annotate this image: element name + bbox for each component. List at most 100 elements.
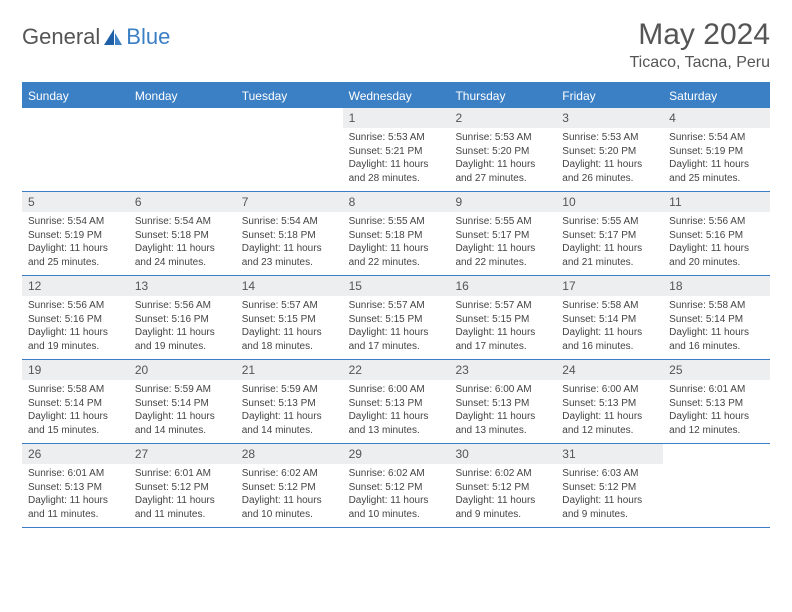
day-number: 9 <box>449 192 556 212</box>
day-number: 14 <box>236 276 343 296</box>
day-cell: 20Sunrise: 5:59 AMSunset: 5:14 PMDayligh… <box>129 360 236 443</box>
day-body: Sunrise: 5:54 AMSunset: 5:19 PMDaylight:… <box>22 212 129 275</box>
day-cell: 28Sunrise: 6:02 AMSunset: 5:12 PMDayligh… <box>236 444 343 527</box>
day-cell: 30Sunrise: 6:02 AMSunset: 5:12 PMDayligh… <box>449 444 556 527</box>
day-cell: 25Sunrise: 6:01 AMSunset: 5:13 PMDayligh… <box>663 360 770 443</box>
weekday-header: Friday <box>556 84 663 108</box>
day-cell: 23Sunrise: 6:00 AMSunset: 5:13 PMDayligh… <box>449 360 556 443</box>
day-number: 30 <box>449 444 556 464</box>
day-number: 18 <box>663 276 770 296</box>
day-number: 19 <box>22 360 129 380</box>
day-number: 31 <box>556 444 663 464</box>
day-cell: 6Sunrise: 5:54 AMSunset: 5:18 PMDaylight… <box>129 192 236 275</box>
logo-text-blue: Blue <box>126 24 170 50</box>
day-body: Sunrise: 5:58 AMSunset: 5:14 PMDaylight:… <box>556 296 663 359</box>
day-cell: 9Sunrise: 5:55 AMSunset: 5:17 PMDaylight… <box>449 192 556 275</box>
day-number: 22 <box>343 360 450 380</box>
day-number: 16 <box>449 276 556 296</box>
day-number: 20 <box>129 360 236 380</box>
day-number: 4 <box>663 108 770 128</box>
day-body: Sunrise: 6:02 AMSunset: 5:12 PMDaylight:… <box>449 464 556 527</box>
day-cell: 21Sunrise: 5:59 AMSunset: 5:13 PMDayligh… <box>236 360 343 443</box>
day-number <box>663 444 770 464</box>
day-cell: 8Sunrise: 5:55 AMSunset: 5:18 PMDaylight… <box>343 192 450 275</box>
day-number: 17 <box>556 276 663 296</box>
day-cell: 17Sunrise: 5:58 AMSunset: 5:14 PMDayligh… <box>556 276 663 359</box>
day-number: 13 <box>129 276 236 296</box>
day-cell: 19Sunrise: 5:58 AMSunset: 5:14 PMDayligh… <box>22 360 129 443</box>
day-body: Sunrise: 5:54 AMSunset: 5:19 PMDaylight:… <box>663 128 770 191</box>
week-row: 19Sunrise: 5:58 AMSunset: 5:14 PMDayligh… <box>22 360 770 444</box>
day-number: 8 <box>343 192 450 212</box>
day-number: 26 <box>22 444 129 464</box>
day-cell <box>663 444 770 527</box>
weekday-header: Wednesday <box>343 84 450 108</box>
day-body: Sunrise: 5:55 AMSunset: 5:18 PMDaylight:… <box>343 212 450 275</box>
week-row: 12Sunrise: 5:56 AMSunset: 5:16 PMDayligh… <box>22 276 770 360</box>
title-block: May 2024 Ticaco, Tacna, Peru <box>629 18 770 72</box>
day-body: Sunrise: 6:00 AMSunset: 5:13 PMDaylight:… <box>449 380 556 443</box>
weeks-container: 1Sunrise: 5:53 AMSunset: 5:21 PMDaylight… <box>22 108 770 528</box>
day-body: Sunrise: 5:53 AMSunset: 5:21 PMDaylight:… <box>343 128 450 191</box>
day-cell: 18Sunrise: 5:58 AMSunset: 5:14 PMDayligh… <box>663 276 770 359</box>
day-cell: 26Sunrise: 6:01 AMSunset: 5:13 PMDayligh… <box>22 444 129 527</box>
day-cell: 7Sunrise: 5:54 AMSunset: 5:18 PMDaylight… <box>236 192 343 275</box>
week-row: 5Sunrise: 5:54 AMSunset: 5:19 PMDaylight… <box>22 192 770 276</box>
day-body: Sunrise: 6:02 AMSunset: 5:12 PMDaylight:… <box>236 464 343 527</box>
weekday-header: Monday <box>129 84 236 108</box>
day-cell: 31Sunrise: 6:03 AMSunset: 5:12 PMDayligh… <box>556 444 663 527</box>
day-number: 6 <box>129 192 236 212</box>
day-body: Sunrise: 6:01 AMSunset: 5:13 PMDaylight:… <box>663 380 770 443</box>
weekday-header: Tuesday <box>236 84 343 108</box>
day-cell: 4Sunrise: 5:54 AMSunset: 5:19 PMDaylight… <box>663 108 770 191</box>
day-cell: 1Sunrise: 5:53 AMSunset: 5:21 PMDaylight… <box>343 108 450 191</box>
week-row: 26Sunrise: 6:01 AMSunset: 5:13 PMDayligh… <box>22 444 770 528</box>
month-title: May 2024 <box>629 18 770 52</box>
day-body: Sunrise: 5:57 AMSunset: 5:15 PMDaylight:… <box>343 296 450 359</box>
location: Ticaco, Tacna, Peru <box>629 54 770 72</box>
day-number <box>236 108 343 128</box>
day-number: 10 <box>556 192 663 212</box>
day-body: Sunrise: 5:53 AMSunset: 5:20 PMDaylight:… <box>556 128 663 191</box>
day-body: Sunrise: 5:56 AMSunset: 5:16 PMDaylight:… <box>663 212 770 275</box>
day-body: Sunrise: 5:58 AMSunset: 5:14 PMDaylight:… <box>22 380 129 443</box>
day-body: Sunrise: 5:53 AMSunset: 5:20 PMDaylight:… <box>449 128 556 191</box>
day-cell: 3Sunrise: 5:53 AMSunset: 5:20 PMDaylight… <box>556 108 663 191</box>
day-cell: 14Sunrise: 5:57 AMSunset: 5:15 PMDayligh… <box>236 276 343 359</box>
day-body: Sunrise: 6:00 AMSunset: 5:13 PMDaylight:… <box>556 380 663 443</box>
day-number: 3 <box>556 108 663 128</box>
day-cell: 27Sunrise: 6:01 AMSunset: 5:12 PMDayligh… <box>129 444 236 527</box>
day-number <box>22 108 129 128</box>
weekday-header: Sunday <box>22 84 129 108</box>
day-body: Sunrise: 6:01 AMSunset: 5:13 PMDaylight:… <box>22 464 129 527</box>
day-number: 12 <box>22 276 129 296</box>
day-cell: 16Sunrise: 5:57 AMSunset: 5:15 PMDayligh… <box>449 276 556 359</box>
day-number: 25 <box>663 360 770 380</box>
week-row: 1Sunrise: 5:53 AMSunset: 5:21 PMDaylight… <box>22 108 770 192</box>
day-cell: 29Sunrise: 6:02 AMSunset: 5:12 PMDayligh… <box>343 444 450 527</box>
day-cell: 5Sunrise: 5:54 AMSunset: 5:19 PMDaylight… <box>22 192 129 275</box>
day-cell: 10Sunrise: 5:55 AMSunset: 5:17 PMDayligh… <box>556 192 663 275</box>
day-body: Sunrise: 5:55 AMSunset: 5:17 PMDaylight:… <box>556 212 663 275</box>
day-cell: 15Sunrise: 5:57 AMSunset: 5:15 PMDayligh… <box>343 276 450 359</box>
day-number: 21 <box>236 360 343 380</box>
day-body: Sunrise: 5:59 AMSunset: 5:13 PMDaylight:… <box>236 380 343 443</box>
logo-text-general: General <box>22 24 100 50</box>
day-body: Sunrise: 5:57 AMSunset: 5:15 PMDaylight:… <box>236 296 343 359</box>
day-body: Sunrise: 5:54 AMSunset: 5:18 PMDaylight:… <box>236 212 343 275</box>
day-number: 28 <box>236 444 343 464</box>
day-number: 24 <box>556 360 663 380</box>
calendar: SundayMondayTuesdayWednesdayThursdayFrid… <box>22 82 770 528</box>
logo-sail-icon <box>102 27 124 47</box>
day-number: 29 <box>343 444 450 464</box>
day-number: 1 <box>343 108 450 128</box>
weekday-header: Saturday <box>663 84 770 108</box>
day-cell: 2Sunrise: 5:53 AMSunset: 5:20 PMDaylight… <box>449 108 556 191</box>
day-body: Sunrise: 5:56 AMSunset: 5:16 PMDaylight:… <box>129 296 236 359</box>
day-number: 7 <box>236 192 343 212</box>
day-number: 27 <box>129 444 236 464</box>
day-number: 5 <box>22 192 129 212</box>
day-number: 11 <box>663 192 770 212</box>
day-body: Sunrise: 5:58 AMSunset: 5:14 PMDaylight:… <box>663 296 770 359</box>
day-body: Sunrise: 5:59 AMSunset: 5:14 PMDaylight:… <box>129 380 236 443</box>
